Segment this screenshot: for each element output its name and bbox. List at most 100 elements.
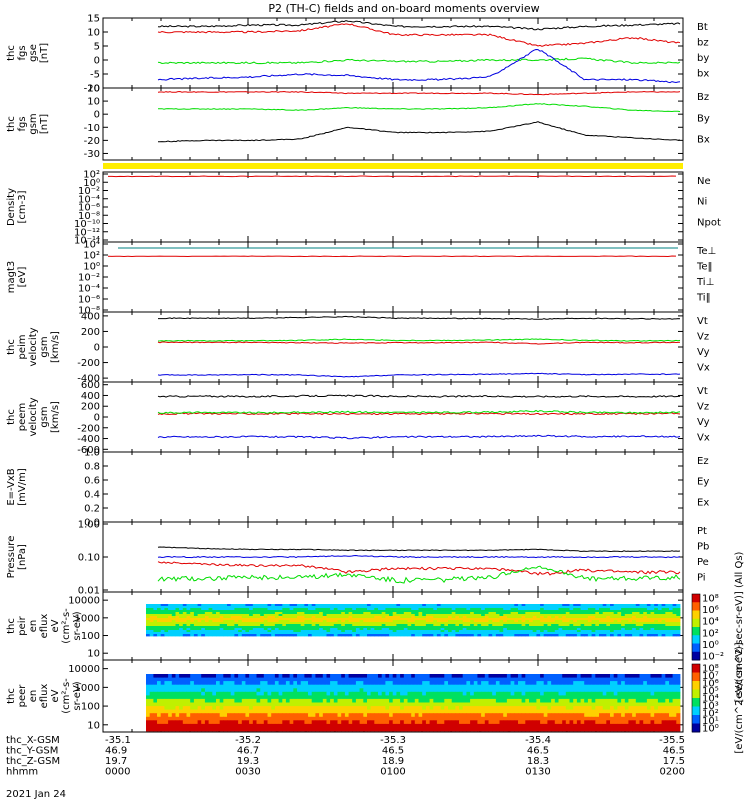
y-label: [cm-3] bbox=[17, 190, 28, 223]
x-tick-label: -35.1 bbox=[105, 735, 131, 746]
y-label: eflux bbox=[39, 614, 50, 639]
y-label: gse bbox=[28, 44, 39, 62]
legend-Vx: Vx bbox=[697, 433, 710, 444]
y-label: Pressure bbox=[6, 536, 17, 579]
legend-Bz: Bz bbox=[697, 92, 709, 103]
legend-By: By bbox=[697, 113, 710, 124]
series-Vt bbox=[158, 315, 681, 320]
series-By bbox=[157, 103, 681, 113]
y-label: peir bbox=[17, 615, 28, 635]
y-tick-label: 10⁻⁶ bbox=[78, 295, 100, 306]
y-label: [mV/m] bbox=[17, 468, 28, 506]
y-tick-label: 20 bbox=[87, 84, 100, 95]
legend-Vy: Vy bbox=[697, 417, 710, 428]
y-tick-label: 0 bbox=[94, 110, 100, 121]
y-tick-label: 10⁰ bbox=[83, 178, 100, 189]
panel-peir: thc peir en eflux eV (cm²-s-sr-eV) 10000 1000 10… bbox=[6, 591, 684, 661]
y-label: peer bbox=[17, 684, 28, 708]
series-Vt bbox=[157, 394, 681, 398]
heatmap-cells bbox=[146, 604, 681, 637]
legend-Bt: Bt bbox=[697, 22, 708, 33]
y-label: fgs bbox=[17, 45, 28, 60]
y-label: magt3 bbox=[6, 261, 17, 294]
y-tick-label: 200 bbox=[81, 402, 100, 413]
series-bz bbox=[157, 23, 681, 47]
x-tick-label: -35.4 bbox=[525, 735, 551, 746]
legend-Npot: Npot bbox=[697, 217, 721, 228]
colorbar-tick: 10² bbox=[702, 628, 719, 639]
colorbar-tick: 10⁴ bbox=[702, 694, 719, 705]
y-tick-label: 0.4 bbox=[84, 490, 100, 501]
legend-Ey: Ey bbox=[697, 477, 709, 488]
y-tick-label: -400 bbox=[77, 434, 100, 445]
series-Vz bbox=[157, 341, 681, 345]
y-tick-label: 400 bbox=[81, 391, 100, 402]
legend-Te⊥: Te⊥ bbox=[696, 246, 716, 257]
y-label: [km/s] bbox=[50, 401, 61, 433]
x-tick-label: 46.5 bbox=[527, 746, 549, 757]
panel-density: Density [cm-3] 10²10⁰10⁻²10⁻⁴10⁻⁶10⁻⁸10⁻¹⁰… bbox=[6, 170, 721, 247]
series-Bz bbox=[157, 90, 681, 96]
y-label: thc bbox=[6, 116, 17, 132]
y-label: thc bbox=[6, 688, 17, 704]
y-label: thc bbox=[6, 45, 17, 61]
legend-Bx: Bx bbox=[697, 135, 710, 146]
colorbar-tick: 10⁵ bbox=[702, 686, 719, 697]
panel-frame bbox=[102, 311, 684, 383]
x-row-label: thc_Z-GSM bbox=[6, 756, 60, 767]
y-label: eflux bbox=[39, 684, 50, 709]
series-Vx bbox=[157, 434, 681, 440]
y-tick-label: 10⁰ bbox=[83, 262, 100, 273]
y-tick-label: -10 bbox=[84, 123, 100, 134]
x-tick-label: 0030 bbox=[235, 767, 260, 778]
colorbar-tick: 10¹ bbox=[702, 716, 719, 727]
series-Pb bbox=[157, 561, 681, 576]
y-tick-label: 0 bbox=[94, 343, 100, 354]
y-label: en bbox=[28, 620, 39, 633]
y-tick-label: 10⁻⁴ bbox=[78, 194, 100, 205]
y-tick-label: 10⁻¹⁰ bbox=[74, 219, 100, 230]
panel-peer: thc peer en eflux eV (cm²-s-sr-eV) 10000 1000 10… bbox=[6, 659, 684, 733]
y-tick-label: 10² bbox=[83, 170, 100, 181]
y-label: [km/s] bbox=[50, 331, 61, 363]
colorbar-tick: 10⁸ bbox=[702, 664, 719, 675]
y-tick-label: 10⁻⁴ bbox=[78, 284, 100, 295]
x-tick-label: -35.2 bbox=[235, 735, 261, 746]
y-label: thc bbox=[6, 618, 17, 634]
y-tick-label: 10² bbox=[83, 251, 100, 262]
legend-Pt: Pt bbox=[697, 526, 707, 537]
panel-frame bbox=[102, 381, 684, 453]
y-tick-label: -10 bbox=[84, 84, 100, 95]
y-tick-label: 0.01 bbox=[78, 586, 100, 597]
y-tick-label: 600 bbox=[81, 380, 100, 391]
panel-frame bbox=[102, 87, 684, 161]
y-label: peim bbox=[17, 334, 28, 359]
y-tick-label: 10⁻⁸ bbox=[78, 306, 100, 317]
x-tick-label: -35.5 bbox=[659, 735, 685, 746]
panel-frame bbox=[102, 241, 684, 313]
x-tick-label: 46.9 bbox=[105, 746, 127, 757]
y-label: [nPa] bbox=[17, 544, 28, 570]
x-row-label: thc_Y-GSM bbox=[6, 746, 58, 757]
y-label: velocity bbox=[28, 397, 39, 436]
y-tick-label: 10 bbox=[87, 649, 100, 660]
x-tick-label: 46.5 bbox=[382, 746, 404, 757]
y-tick-label: 0 bbox=[94, 413, 100, 424]
x-tick-label: 19.3 bbox=[237, 756, 259, 767]
date-label: 2021 Jan 24 bbox=[6, 789, 66, 800]
series-Vx bbox=[157, 372, 681, 378]
y-tick-label: -5 bbox=[90, 70, 100, 81]
legend-Ti‖: Ti‖ bbox=[696, 293, 711, 304]
y-label: [eV] bbox=[17, 267, 28, 288]
panel-pressure: Pressure [nPa] 1.00 0.10 0.01 Pt Pb Pe Pi bbox=[6, 520, 709, 597]
series-Te⊥ bbox=[107, 255, 677, 258]
legend-Ex: Ex bbox=[697, 497, 709, 508]
y-tick-label: 15 bbox=[87, 14, 100, 25]
y-tick-label: -400 bbox=[77, 374, 100, 385]
colorbar-tick: 10⁷ bbox=[702, 671, 719, 682]
y-label: Density bbox=[6, 188, 17, 226]
y-tick-label: 0.2 bbox=[84, 504, 100, 515]
